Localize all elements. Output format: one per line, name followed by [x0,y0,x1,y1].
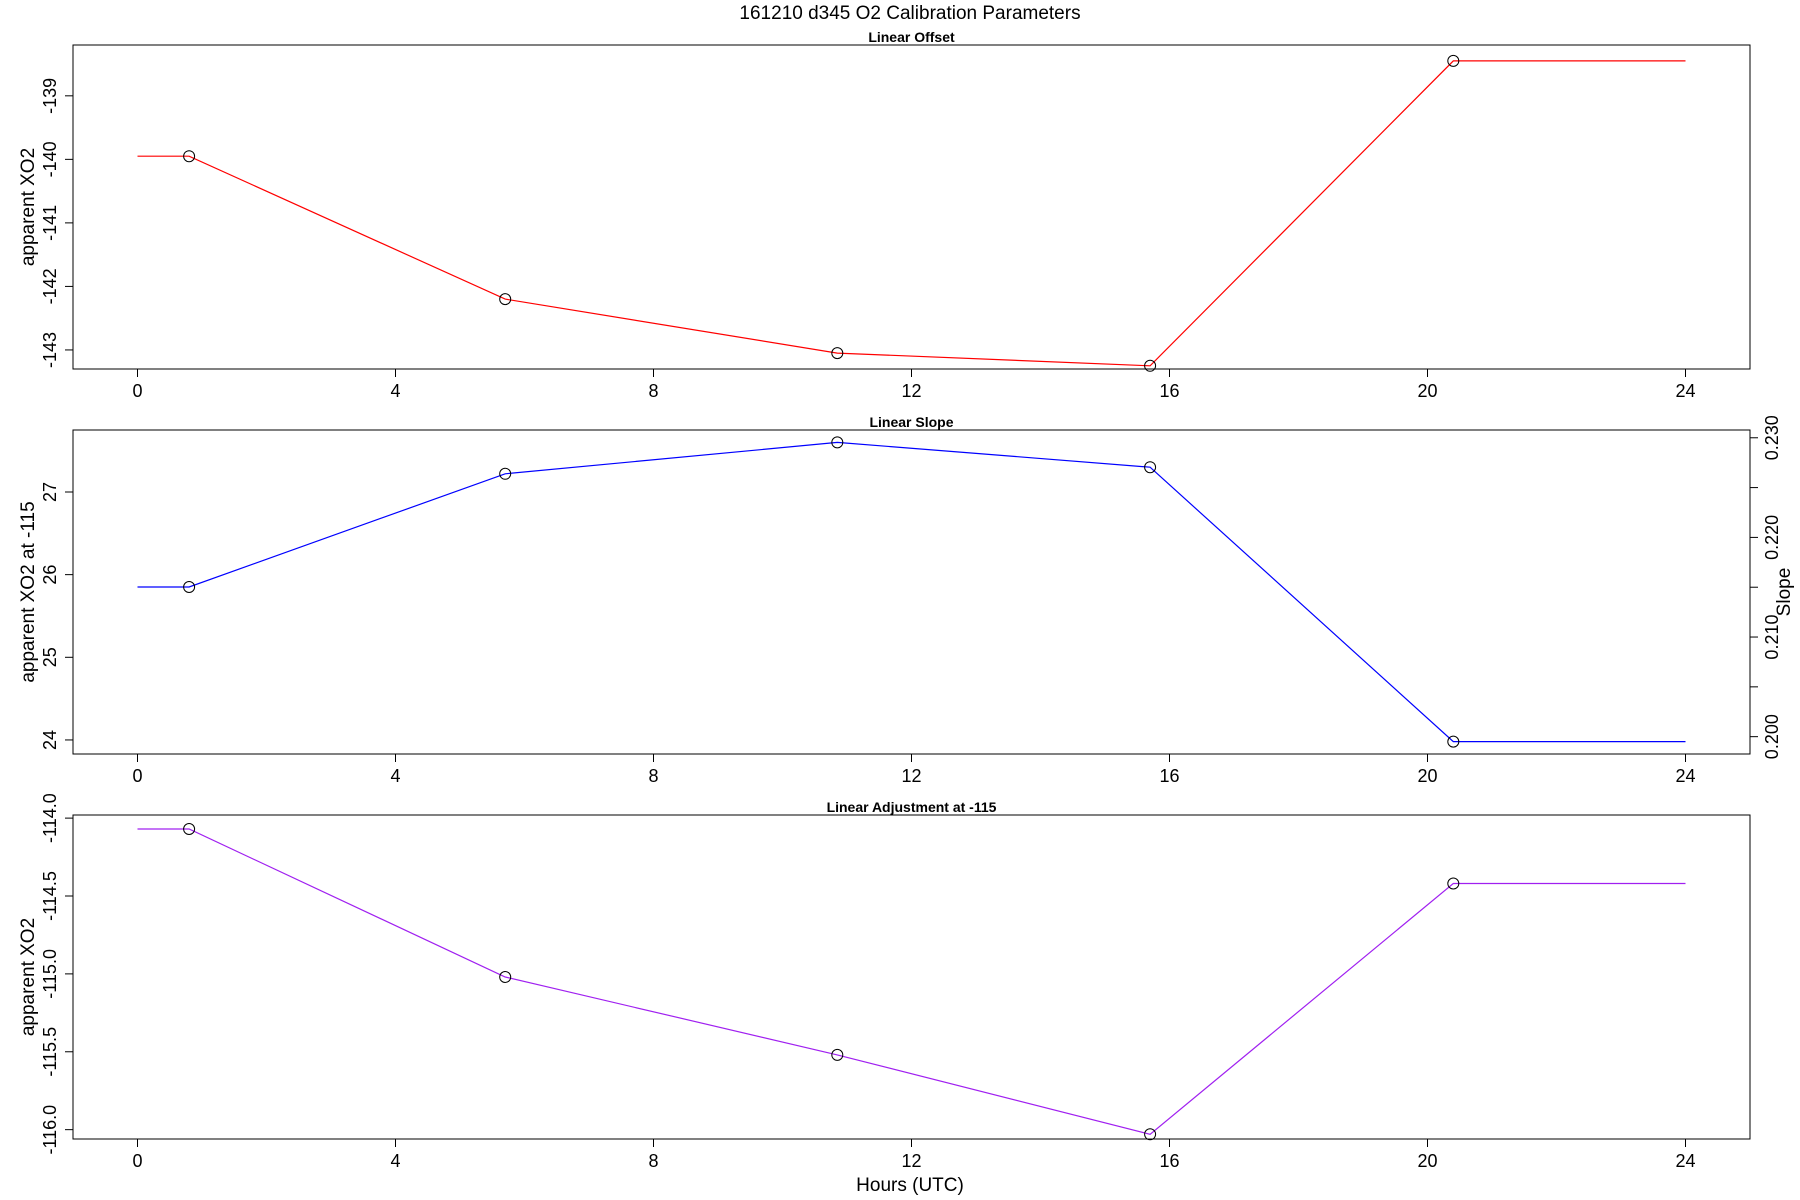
x-tick-label: 8 [648,766,658,786]
y2-tick-label: 0.200 [1762,714,1782,759]
data-point-marker [1144,359,1157,372]
data-point-marker [499,971,512,983]
x-tick-label: 16 [1159,381,1179,401]
x-tick-label: 24 [1675,381,1695,401]
y-tick-label: -115.5 [40,1027,60,1077]
series-line-offset [137,60,1686,367]
panel-title: Linear Offset [868,29,955,45]
y-tick-label: -141 [40,205,60,241]
x-axis-label: Hours (UTC) [856,1175,964,1196]
x-tick-label: 4 [390,766,400,786]
x-tick-label: 16 [1159,1151,1179,1171]
y-axis-label: apparent XO2 [18,918,39,1036]
y-tick-label: 25 [40,647,60,667]
data-point-marker [183,581,196,593]
x-tick-label: 0 [132,1151,142,1171]
panels-group: Linear Offset 0 4 8 12 16 20 24 -143 -142 -141 -140… [18,29,1795,1171]
panel-adjustment: Linear Adjustment at -115 0 4 8 12 16 20 24 -116… [18,793,1751,1171]
y-tick-label: -143 [40,332,60,368]
y2-tick-label: 0.220 [1762,515,1782,560]
y-tick-label: 24 [40,730,60,750]
y-tick-label: 26 [40,565,60,585]
panel-title: Linear Adjustment at -115 [827,799,997,815]
figure-title: 161210 d345 O2 Calibration Parameters [739,3,1080,24]
panel-offset: Linear Offset 0 4 8 12 16 20 24 -143 -142 -141 -140… [18,29,1751,401]
plot-frame [72,814,1751,1140]
y-tick-label: -116.0 [40,1105,60,1155]
x-tick-label: 4 [390,1151,400,1171]
x-tick-label: 24 [1675,766,1695,786]
x-tick-label: 8 [648,1151,658,1171]
data-point-marker [183,150,196,163]
x-tick-label: 8 [648,381,658,401]
data-point-marker [183,823,196,835]
x-tick-label: 12 [901,766,921,786]
data-point-marker [1447,877,1460,890]
x-tick-label: 12 [901,1151,921,1171]
data-point-marker [1447,735,1460,748]
y-tick-label: -142 [40,268,60,304]
data-point-marker [1144,461,1157,474]
y-tick-label: -115.0 [40,949,60,999]
data-point-marker [1144,1128,1157,1141]
series-line-adjustment [137,828,1686,1135]
x-tick-label: 20 [1417,381,1437,401]
y2-tick-label: 0.210 [1762,615,1782,660]
y-tick-label: -114.0 [40,793,60,843]
x-tick-label: 24 [1675,1151,1695,1171]
y-tick-label: -140 [40,141,60,177]
y-tick-label: -139 [40,78,60,114]
data-point-marker [831,347,844,360]
data-point-marker [499,293,512,306]
plot-frame [72,429,1751,755]
x-tick-label: 12 [901,381,921,401]
x-tick-label: 0 [132,381,142,401]
plot-frame [72,44,1751,370]
data-point-marker [1447,54,1460,67]
y-axis-label: apparent XO2 at -115 [18,501,39,682]
y2-tick-label: 0.230 [1762,415,1782,460]
data-point-marker [831,1048,844,1061]
x-tick-label: 4 [390,381,400,401]
data-point-marker [831,436,844,449]
series-line-slope [137,441,1686,743]
y-axis-label: apparent XO2 [18,148,39,266]
panel-slope: Linear Slope 0 4 8 12 16 20 24 24 25 26 27apparent … [18,414,1795,786]
y2-axis-label: Slope [1774,568,1795,617]
x-tick-label: 16 [1159,766,1179,786]
panel-title: Linear Slope [869,414,953,430]
x-tick-label: 0 [132,766,142,786]
x-tick-label: 20 [1417,766,1437,786]
x-tick-label: 20 [1417,1151,1437,1171]
data-point-marker [499,467,512,480]
y-tick-label: -114.5 [40,871,60,921]
y-tick-label: 27 [40,482,60,502]
